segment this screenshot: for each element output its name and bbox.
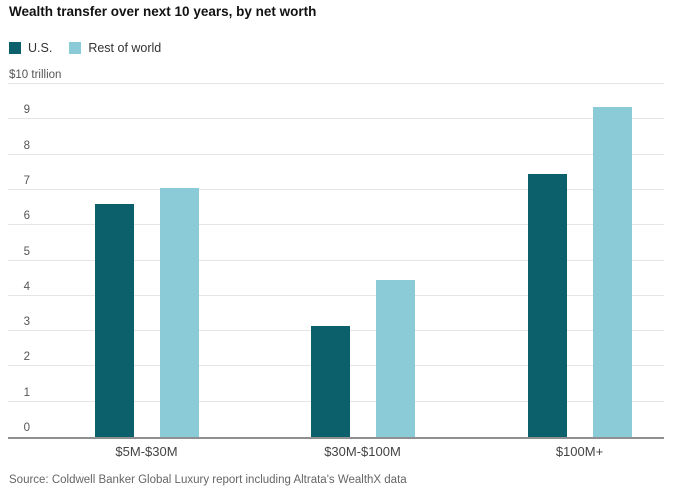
- source-note: Source: Coldwell Banker Global Luxury re…: [9, 474, 407, 486]
- bar-us-1: [94, 204, 134, 437]
- bar-rest-of-world-1: [159, 188, 199, 437]
- rest-of-world-series-label: Rest of world: [88, 41, 162, 55]
- gridline-4: [8, 294, 664, 296]
- chart-title: Wealth transfer over next 10 years, by n…: [9, 4, 317, 19]
- plot-area: 0 1 2 3 4 5 6 7 8 9: [8, 83, 664, 439]
- x-axis-label-3: $100M+: [555, 444, 604, 459]
- gridline-7: [8, 188, 664, 190]
- y-tick-label-2: 2: [23, 351, 30, 364]
- bar-rest-of-world-2: [375, 279, 415, 437]
- y-tick-label-8: 8: [23, 139, 30, 152]
- gridline-9: [8, 118, 664, 120]
- y-tick-label-7: 7: [23, 174, 30, 187]
- bar-us-2: [310, 325, 350, 437]
- bar-group-2: [310, 84, 415, 437]
- legend: U.S. Rest of world: [9, 41, 161, 55]
- y-tick-label-1: 1: [23, 386, 30, 399]
- gridline-8: [8, 153, 664, 155]
- bar-group-1: [94, 84, 199, 437]
- legend-item-us: U.S.: [9, 41, 52, 55]
- x-axis-label-2: $30M-$100M: [324, 444, 401, 459]
- bar-us-3: [527, 174, 567, 437]
- y-tick-label-0: 0: [23, 422, 30, 434]
- x-axis-label-1: $5M-$30M: [115, 444, 178, 459]
- y-tick-label-3: 3: [23, 316, 30, 329]
- gridline-5: [8, 259, 664, 261]
- rest-of-world-series-swatch: [69, 42, 82, 54]
- legend-item-rest-of-world: Rest of world: [69, 41, 161, 55]
- us-series-label: U.S.: [28, 41, 53, 55]
- gridline-6: [8, 224, 664, 226]
- gridline-10: [8, 83, 664, 84]
- y-tick-label-4: 4: [23, 280, 30, 293]
- us-series-swatch: [9, 42, 21, 54]
- bar-rest-of-world-3: [592, 106, 632, 437]
- bar-group-3: [527, 84, 632, 437]
- y-tick-label-6: 6: [23, 210, 30, 223]
- y-tick-label-5: 5: [23, 245, 30, 258]
- y-axis-unit-label: $10 trillion: [9, 69, 62, 81]
- y-tick-label-9: 9: [23, 104, 30, 117]
